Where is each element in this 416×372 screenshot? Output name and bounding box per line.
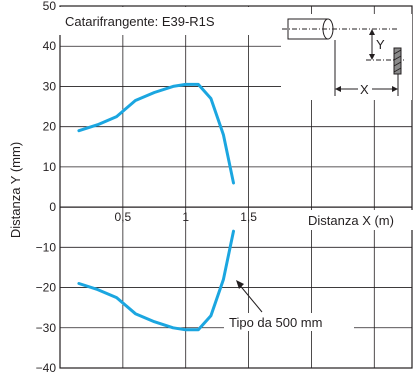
inset-diagram: Y X (281, 14, 412, 100)
y-axis-label: Distanza Y (mm) (8, 142, 23, 238)
x-tick-label: 1,5 (240, 210, 257, 224)
curves (77, 82, 235, 332)
series-line-lower (77, 229, 235, 332)
x-axis-label-bg (289, 210, 416, 230)
reflector-icon (393, 47, 402, 75)
inset-x-arrow-left (335, 86, 341, 92)
inset-y-arrow-down (369, 54, 375, 60)
y-tick-label: −10 (36, 240, 57, 254)
inset-x-label: X (360, 82, 369, 97)
x-axis-label: Distanza X (m) (308, 213, 394, 228)
inset-x-arrow-right (392, 86, 398, 92)
annotation-arrowhead (236, 280, 244, 289)
y-tick-label: 0 (49, 200, 56, 214)
annotation-bg (224, 313, 354, 331)
series-line-upper (77, 82, 235, 185)
y-tick-label: 40 (43, 39, 57, 53)
y-tick-label: 10 (43, 160, 57, 174)
y-tick-label: −30 (36, 321, 57, 335)
reflector-hatch (393, 49, 402, 73)
annotation-leader (237, 282, 263, 313)
x-tick-label: 0,5 (115, 210, 132, 224)
inset-y-label: Y (376, 37, 385, 52)
y-tick-label: −20 (36, 281, 57, 295)
chart-title: Catarifrangente: E39-R1S (65, 14, 215, 29)
y-tick-label: 50 (43, 0, 57, 13)
title-box (59, 7, 257, 35)
inset-y-arrow-up (369, 29, 375, 35)
y-tick-label: −40 (36, 361, 57, 372)
y-tick-label: 20 (43, 120, 57, 134)
x-tick-label: 1 (182, 210, 189, 224)
annotation-label: Tipo da 500 mm (229, 315, 322, 330)
y-tick-label: 30 (43, 79, 57, 93)
inset-x-label-bg (358, 81, 372, 97)
